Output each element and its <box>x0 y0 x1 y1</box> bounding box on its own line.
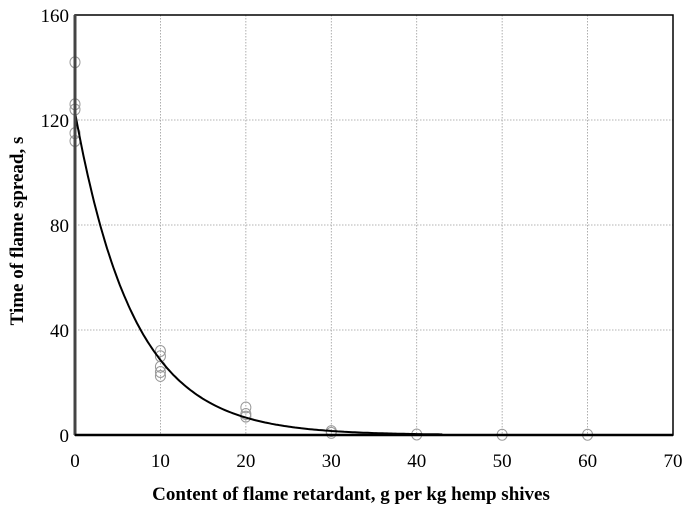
fit-curve <box>74 111 443 436</box>
x-tick-label: 10 <box>151 451 170 472</box>
x-tick-label: 20 <box>236 451 255 472</box>
x-tick-label: 70 <box>664 451 683 472</box>
data-point <box>154 366 166 378</box>
y-axis-title: Time of flame spread, s <box>7 137 28 326</box>
y-tick-label: 160 <box>41 6 70 27</box>
x-tick-label: 50 <box>493 451 512 472</box>
x-axis-title: Content of flame retardant, g per kg hem… <box>152 484 550 505</box>
x-tick-label: 30 <box>322 451 341 472</box>
y-tick-label: 120 <box>41 111 70 132</box>
y-tick-label: 0 <box>60 426 70 447</box>
data-point <box>154 345 166 357</box>
x-tick-label: 0 <box>70 451 80 472</box>
data-point <box>325 426 337 439</box>
x-tick-label: 40 <box>407 451 426 472</box>
data-point <box>240 408 252 420</box>
x-tick-label: 60 <box>578 451 597 472</box>
y-tick-label: 40 <box>50 321 69 342</box>
y-tick-label: 80 <box>50 216 69 237</box>
data-point <box>240 401 252 414</box>
data-point <box>154 369 166 382</box>
